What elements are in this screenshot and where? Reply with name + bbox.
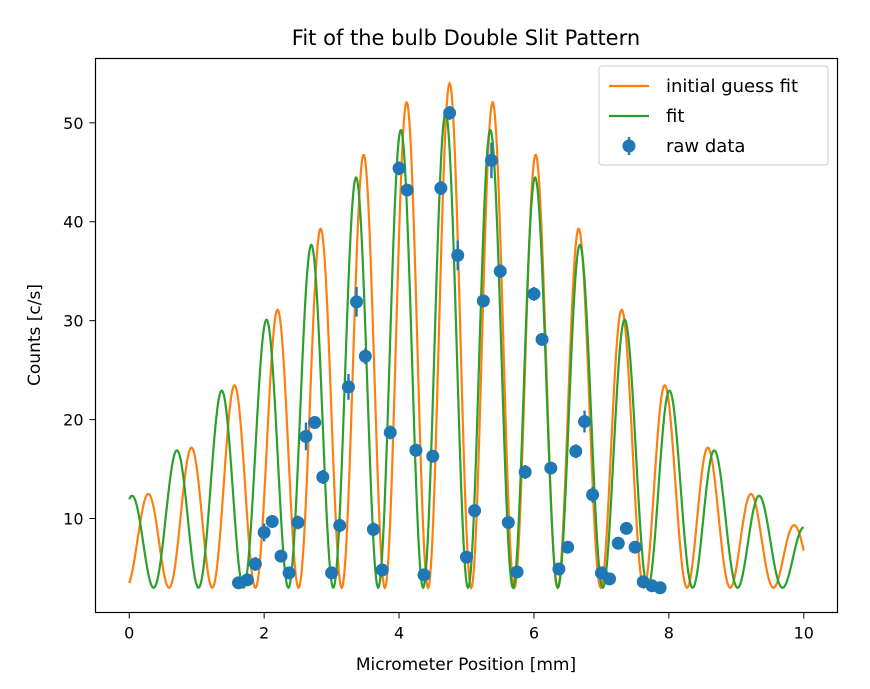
x-axis-label: Micrometer Position [mm] [356,655,576,675]
data-point [265,514,279,528]
legend-label: initial guess fit [666,76,798,97]
plot-frame [94,57,839,614]
data-point [248,557,262,571]
data-point [619,521,633,535]
data-point [578,415,592,429]
x-tick-label: 6 [529,624,539,643]
data-point [493,264,507,278]
data-point [484,153,498,167]
data-point [350,295,364,309]
data-point [451,248,465,262]
data-point [443,106,457,120]
data-point [400,183,414,197]
y-tick-label: 30 [63,312,83,331]
data-point [653,581,667,595]
data-point [510,565,524,579]
data-point [383,425,397,439]
data-point [341,380,355,394]
data-point [586,488,600,502]
series-line-initial-guess-fit [128,80,805,591]
x-tick-label: 10 [794,624,814,643]
y-tick-label: 10 [63,510,83,529]
data-point [282,566,296,580]
data-point [518,465,532,479]
data-point [375,563,389,577]
data-point [434,181,448,195]
legend-label: fit [666,106,684,127]
data-point [240,573,254,587]
data-point [316,470,330,484]
data-point [274,549,288,563]
data-point [299,429,313,443]
data-point [561,540,575,554]
y-tick-label: 20 [63,411,83,430]
data-point [308,416,322,430]
data-point [501,515,515,529]
data-point [476,294,490,308]
data-point [392,161,406,175]
legend-swatch-marker [622,139,636,153]
data-point [366,522,380,536]
data-point [358,349,372,363]
data-point [333,518,347,532]
data-point [628,540,642,554]
data-point [426,449,440,463]
data-point [544,461,558,475]
data-point [611,536,625,550]
legend-label: raw data [666,136,745,157]
x-tick-label: 0 [124,624,134,643]
x-tick-label: 4 [394,624,404,643]
data-point [535,332,549,346]
data-point [291,515,305,529]
data-point [569,444,583,458]
data-point [527,287,541,301]
data-point [603,572,617,586]
data-point [460,550,473,564]
data-point [325,566,339,580]
legend: initial guess fit fit raw data [598,65,829,166]
x-tick-label: 8 [664,624,674,643]
data-point [552,562,566,576]
data-point [257,525,271,539]
x-tick-label: 2 [259,624,269,643]
chart-title: Fit of the bulb Double Slit Pattern [292,26,640,50]
data-point [409,443,423,457]
y-tick-label: 50 [63,114,83,133]
legend-box [598,65,829,166]
data-point [468,504,482,518]
y-tick-label: 40 [63,213,83,232]
y-axis-label: Counts [c/s] [25,284,45,386]
data-point [417,568,431,582]
